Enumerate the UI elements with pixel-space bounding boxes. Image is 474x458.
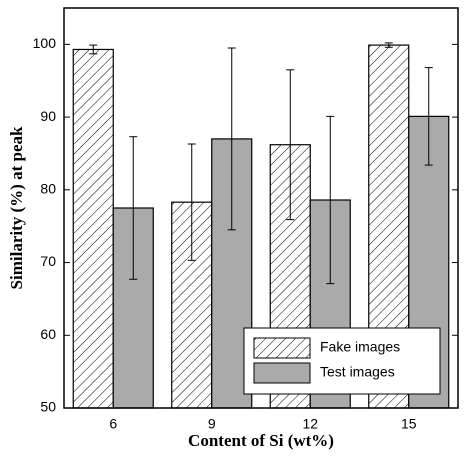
x-axis-label: Content of Si (wt%): [188, 431, 334, 450]
y-tick-label: 60: [40, 326, 56, 342]
legend-label: Fake images: [320, 339, 400, 355]
x-tick-label: 15: [401, 416, 417, 432]
x-tick-label: 12: [302, 416, 318, 432]
legend-label: Test images: [320, 364, 395, 380]
x-tick-label: 6: [109, 416, 117, 432]
y-tick-label: 90: [40, 108, 56, 124]
y-tick-label: 100: [33, 35, 57, 51]
y-axis-label: Similarity (%) at peak: [7, 126, 26, 289]
y-tick-label: 50: [40, 399, 56, 415]
y-tick-label: 80: [40, 181, 56, 197]
legend-swatch: [253, 362, 311, 384]
plot-frame: [63, 7, 459, 409]
bar: [72, 48, 114, 409]
legend-swatch: [253, 337, 311, 359]
y-tick-label: 70: [40, 253, 56, 269]
x-tick-label: 9: [208, 416, 216, 432]
